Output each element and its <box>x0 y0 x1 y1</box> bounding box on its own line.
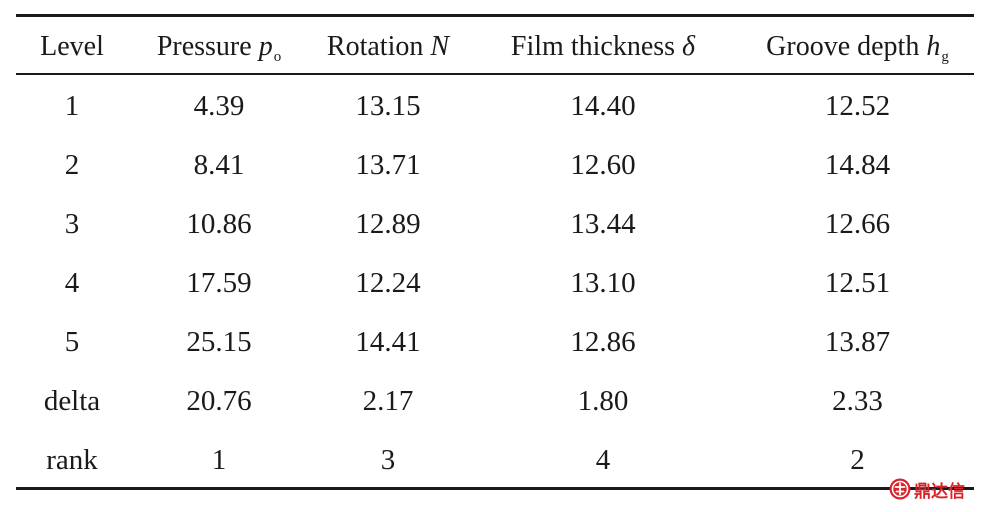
cell-level: 1 <box>64 90 80 122</box>
header-groove-label: Groove depth <box>766 31 927 62</box>
cell-groove-depth: 12.51 <box>824 267 891 299</box>
header-rotation-symbol: N <box>430 31 450 62</box>
cell-groove-depth: 13.87 <box>824 326 891 358</box>
header-rotation-label: Rotation <box>326 31 431 62</box>
table-row: rank 1 3 4 2 <box>0 440 993 480</box>
cell-groove-depth: 2 <box>850 444 865 476</box>
cell-rotation: 13.15 <box>355 90 421 122</box>
cell-pressure: 25.15 <box>186 326 252 358</box>
header-rotation: Rotation N <box>313 27 463 67</box>
header-pressure-symbol: p <box>258 31 273 62</box>
cell-groove-depth: 12.66 <box>824 208 891 240</box>
table-row: 4 17.59 12.24 13.10 12.51 <box>0 263 993 303</box>
cell-level: 4 <box>64 267 80 299</box>
cell-film-thickness: 14.40 <box>570 90 636 122</box>
cell-pressure: 1 <box>211 444 227 476</box>
table-row: 1 4.39 13.15 14.40 12.52 <box>0 86 993 126</box>
table-bottom-rule <box>16 487 974 490</box>
header-level: Level <box>40 31 104 62</box>
cell-rotation: 14.41 <box>355 326 421 358</box>
table-header-rule <box>16 73 974 75</box>
cell-level: rank <box>46 444 98 476</box>
cell-level: 5 <box>64 326 80 358</box>
brand-logo-icon <box>889 478 911 500</box>
cell-groove-depth: 2.33 <box>832 385 883 417</box>
header-pressure: Pressure po <box>140 27 298 67</box>
table-top-rule <box>16 14 974 17</box>
table-row: 5 25.15 14.41 12.86 13.87 <box>0 322 993 362</box>
cell-rotation: 12.24 <box>355 267 421 299</box>
cell-groove-depth: 14.84 <box>824 149 891 181</box>
table-row: delta 20.76 2.17 1.80 2.33 <box>0 381 993 421</box>
header-film-symbol: δ <box>682 31 696 62</box>
cell-rotation: 3 <box>380 444 396 476</box>
table-header-row: Level Pressure po Rotation N Film thickn… <box>0 27 993 67</box>
cell-pressure: 8.41 <box>193 149 245 181</box>
cell-level: 3 <box>64 208 80 240</box>
watermark-text: 鼎达信 <box>914 481 965 502</box>
cell-groove-depth: 12.52 <box>824 90 891 122</box>
cell-film-thickness: 1.80 <box>577 385 629 417</box>
cell-rotation: 13.71 <box>355 149 421 181</box>
header-pressure-subscript: o <box>273 49 282 65</box>
table-row: 2 8.41 13.71 12.60 14.84 <box>0 145 993 185</box>
watermark: 鼎达信 <box>888 476 965 502</box>
cell-film-thickness: 4 <box>595 444 611 476</box>
cell-film-thickness: 12.60 <box>570 149 636 181</box>
header-film-thickness: Film thickness δ <box>488 27 718 67</box>
cell-film-thickness: 13.10 <box>570 267 636 299</box>
cell-pressure: 10.86 <box>186 208 252 240</box>
cell-rotation: 12.89 <box>355 208 421 240</box>
cell-pressure: 4.39 <box>193 90 245 122</box>
table-row: 3 10.86 12.89 13.44 12.66 <box>0 204 993 244</box>
cell-level: 2 <box>64 149 80 181</box>
cell-pressure: 17.59 <box>186 267 252 299</box>
header-groove-subscript: g <box>941 49 949 65</box>
cell-rotation: 2.17 <box>362 385 414 417</box>
cell-film-thickness: 13.44 <box>570 208 636 240</box>
header-pressure-label: Pressure <box>156 31 259 62</box>
header-groove-symbol: h <box>926 31 941 62</box>
cell-film-thickness: 12.86 <box>570 326 636 358</box>
cell-pressure: 20.76 <box>186 385 252 417</box>
header-film-label: Film thickness <box>510 31 683 62</box>
cell-level: delta <box>43 385 101 417</box>
header-groove-depth: Groove depth hg <box>745 27 970 67</box>
